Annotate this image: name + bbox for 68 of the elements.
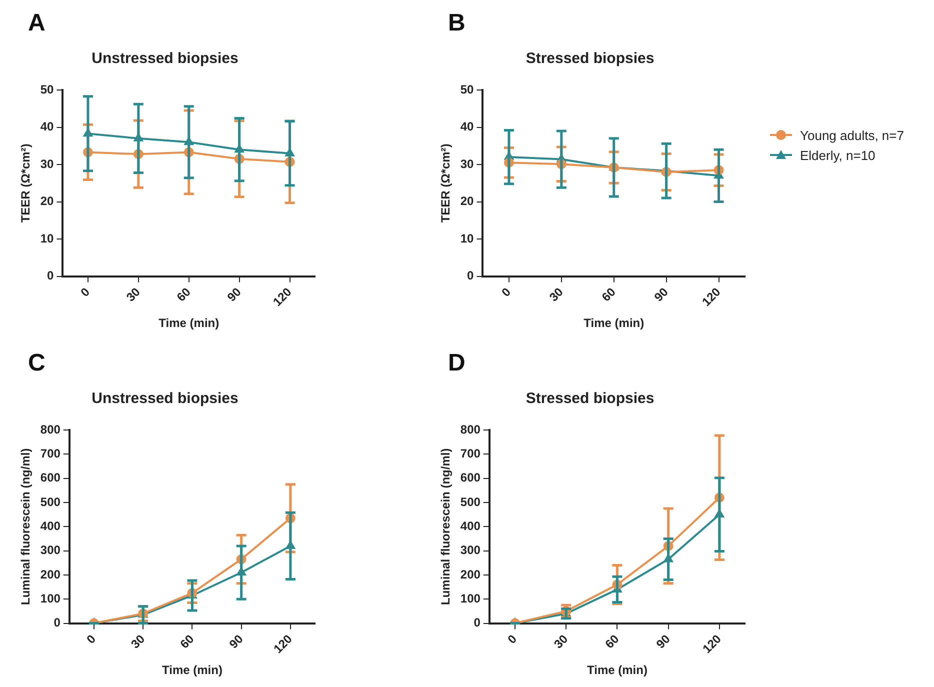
x-axis-title: Time (min) [162,663,222,678]
y-tick-label: 50 [460,82,474,96]
chart-title: Unstressed biopsies [92,390,238,408]
x-tick-label: 0 [78,284,93,300]
y-axis-title: Luminal fluorescein (ng/ml) [18,448,33,605]
y-tick-label: 400 [460,518,481,533]
text: D [448,350,466,377]
x-tick-label: 30 [546,284,566,304]
x-tick-label: 0 [504,632,520,647]
y-tick-label: 20 [460,194,474,208]
x-axis-title: Time (min) [158,316,220,330]
y-tick-label: 600 [40,470,61,485]
y-tick-label: 40 [40,120,54,134]
legend-label: Young adults, n=7 [800,128,904,142]
x-axis-title: Time (min) [586,663,648,678]
y-tick-label: 30 [40,156,54,171]
chart-title: Stressed biopsies [526,50,654,68]
x-tick-label: 90 [226,632,246,652]
chart-title: Unstressed biopsies [92,50,238,68]
y-axis-title: TEER (Ω*cm²) [18,144,33,223]
y-tick-label: 800 [460,422,481,436]
x-tick-label: 120 [270,284,294,309]
x-tick-label: 120 [699,284,724,309]
x-tick-label: 90 [224,284,244,304]
y-tick-label: 0 [54,616,61,630]
legend-label: Elderly, n=10 [800,148,876,162]
x-tick-label: 60 [177,632,197,652]
y-tick-label: 300 [40,543,61,558]
y-tick-label: 40 [460,120,474,134]
y-tick-label: 100 [460,591,481,606]
y-tick-label: 700 [460,446,481,460]
x-axis-title: Time (min) [584,316,644,330]
y-tick-label: 20 [40,194,54,208]
x-tick-label: 60 [598,284,619,304]
y-tick-label: 200 [40,567,61,582]
x-tick-label: 120 [270,632,296,656]
y-tick-label: 500 [460,494,481,509]
x-tick-label: 120 [700,632,724,656]
x-tick-label: 0 [498,284,514,300]
x-tick-label: 30 [128,632,148,652]
text: C [28,350,46,377]
y-tick-label: 10 [40,231,54,246]
y-tick-label: 30 [460,156,474,171]
text: B [448,10,466,37]
y-tick-label: 500 [40,494,61,509]
y-tick-label: 0 [47,268,54,283]
x-tick-label: 30 [124,284,144,304]
x-tick-label: 90 [651,284,672,304]
y-tick-label: 300 [460,543,481,558]
y-tick-label: 600 [460,470,481,485]
y-tick-label: 200 [460,567,481,582]
x-tick-label: 60 [602,632,622,652]
text: A [28,10,46,37]
x-tick-label: 60 [174,284,194,304]
y-axis-title: TEER (Ω*cm²) [438,144,453,223]
y-tick-label: 100 [40,591,61,606]
chart-title: Stressed biopsies [526,390,654,408]
x-tick-label: 0 [84,632,99,647]
y-tick-label: 10 [460,231,474,246]
y-tick-label: 800 [40,422,61,436]
y-tick-label: 50 [40,82,54,96]
y-tick-label: 0 [467,268,474,283]
y-tick-label: 400 [40,518,61,533]
y-tick-label: 0 [474,616,481,630]
y-axis-title: Luminal fluorescein (ng/ml) [438,448,453,605]
x-tick-label: 90 [653,632,674,652]
x-tick-label: 30 [551,632,571,652]
y-tick-label: 700 [40,446,61,460]
